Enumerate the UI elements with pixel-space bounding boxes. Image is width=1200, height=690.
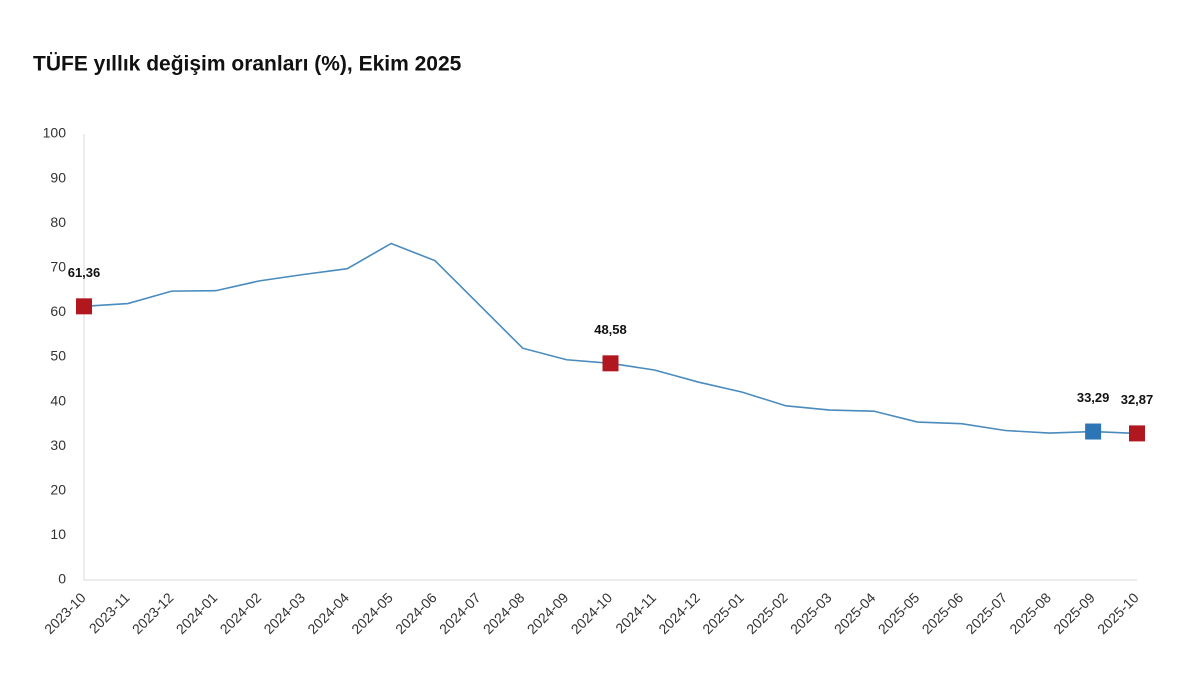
- x-tick-label: 2024-07: [436, 589, 484, 637]
- marker: [602, 355, 619, 372]
- x-tick-label: 2024-11: [612, 589, 659, 636]
- x-tick-label: 2023-12: [129, 589, 177, 637]
- y-tick-label: 30: [50, 437, 66, 453]
- x-tick-label: 2025-01: [699, 589, 747, 637]
- y-tick-label: 10: [50, 526, 66, 542]
- x-tick-label: 2025-05: [875, 589, 923, 637]
- series-line: [83, 242, 1138, 435]
- y-tick-label: 50: [50, 348, 66, 364]
- x-tick-label: 2025-09: [1050, 589, 1098, 637]
- x-tick-label: 2024-05: [348, 589, 396, 637]
- x-tick-label: 2024-02: [217, 589, 265, 637]
- x-tick-label: 2024-03: [260, 589, 308, 637]
- data-label: 48,58: [594, 322, 627, 337]
- x-tick-label: 2025-02: [743, 589, 791, 637]
- y-tick-label: 20: [50, 482, 66, 498]
- x-tick-label: 2025-10: [1094, 589, 1142, 637]
- data-label: 32,87: [1121, 392, 1154, 407]
- data-label: 33,29: [1077, 390, 1110, 405]
- y-tick-label: 90: [50, 169, 66, 185]
- x-tick-label: 2024-04: [304, 589, 352, 637]
- chart-title: TÜFE yıllık değişim oranları (%), Ekim 2…: [33, 53, 462, 76]
- x-tick-label: 2024-06: [392, 589, 440, 637]
- x-tick-label: 2024-09: [524, 589, 572, 637]
- marker: [76, 298, 92, 315]
- x-tick-label: 2024-08: [480, 589, 528, 637]
- y-tick-label: 100: [43, 125, 67, 141]
- x-tick-label: 2025-04: [831, 589, 879, 637]
- y-tick-label: 80: [50, 214, 66, 230]
- marker: [1085, 423, 1102, 440]
- y-tick-label: 40: [50, 392, 66, 408]
- y-tick-label: 60: [50, 303, 66, 319]
- x-tick-label: 2025-06: [919, 589, 967, 637]
- y-tick-label: 70: [50, 259, 66, 275]
- x-tick-label: 2023-11: [86, 589, 133, 636]
- x-tick-label: 2024-01: [173, 589, 221, 637]
- marker: [1129, 425, 1145, 442]
- data-label: 61,36: [68, 265, 101, 280]
- y-tick-label: 0: [58, 571, 66, 587]
- x-tick-label: 2024-10: [568, 589, 616, 637]
- x-tick-label: 2024-12: [655, 589, 703, 637]
- x-tick-label: 2025-08: [1006, 589, 1054, 637]
- x-tick-label: 2023-10: [41, 589, 89, 637]
- x-tick-label: 2025-03: [787, 589, 835, 637]
- x-tick-label: 2025-07: [962, 589, 1010, 637]
